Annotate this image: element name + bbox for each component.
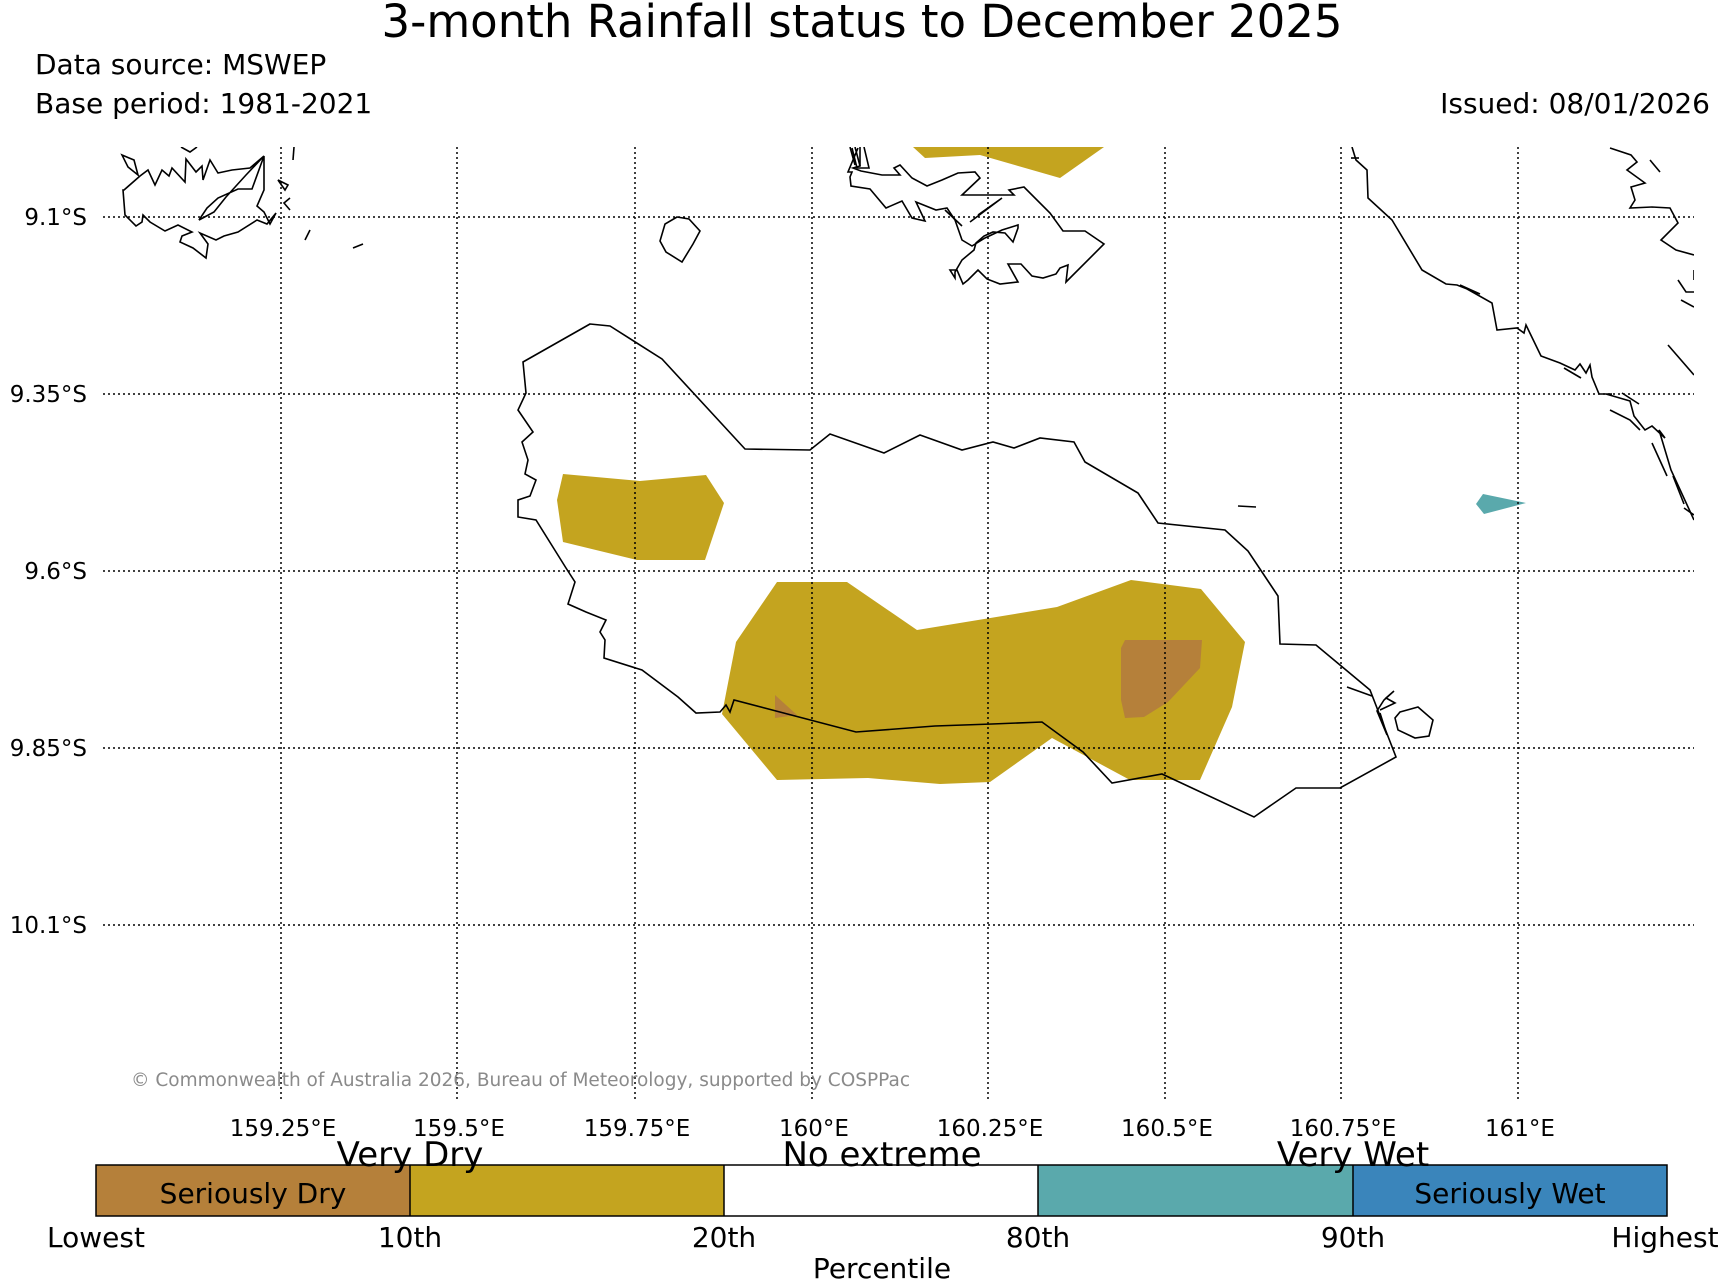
- legend-tick-90th: 90th: [1320, 1221, 1386, 1254]
- lon-label: 160.5°E: [1121, 1116, 1213, 1142]
- legend-axis-title: Percentile: [812, 1252, 952, 1285]
- data-source: Data source: MSWEP: [35, 48, 327, 81]
- page-title: 3-month Rainfall status to December 2025: [381, 0, 1343, 48]
- legend-swatch-very-dry: [410, 1165, 724, 1216]
- seriously-dry-region: [1121, 640, 1202, 718]
- legend-swatch-seriously-dry: [96, 1165, 410, 1216]
- legend-swatch-very-wet: [1038, 1165, 1353, 1216]
- lon-label: 159.75°E: [584, 1116, 691, 1142]
- lon-label: 160.25°E: [937, 1116, 1044, 1142]
- legend-swatch-no-extreme: [724, 1165, 1038, 1216]
- lon-label: 160.75°E: [1290, 1116, 1397, 1142]
- lon-label: 160°E: [779, 1116, 849, 1142]
- legend-swatch-seriously-wet: [1353, 1165, 1667, 1216]
- very-dry-region-main: [722, 580, 1245, 784]
- very-wet-spot: [1476, 494, 1526, 514]
- legend-colorbar: [95, 1164, 1668, 1217]
- base-period: Base period: 1981-2021: [35, 87, 373, 120]
- coastline-guadalcanal: [517, 323, 1397, 818]
- legend-tick-highest: Highest: [1611, 1221, 1719, 1254]
- latitude-labels: 9.1°S 9.35°S 9.6°S 9.85°S 10.1°S: [10, 205, 87, 939]
- gridlines: [103, 147, 1694, 1102]
- very-dry-region-west: [557, 474, 724, 560]
- lon-label: 161°E: [1485, 1116, 1555, 1142]
- coastlines: [120, 147, 1694, 818]
- very-dry-region-north: [913, 147, 1104, 178]
- legend-category-very-dry: Very Dry: [336, 1135, 484, 1175]
- legend-tick-20th: 20th: [691, 1221, 757, 1254]
- legend-tick-lowest: Lowest: [47, 1221, 145, 1254]
- copyright-notice: © Commonwealth of Australia 2026, Bureau…: [131, 1070, 911, 1091]
- rainfall-anomaly-layer: [557, 147, 1526, 784]
- legend-tick-80th: 80th: [1005, 1221, 1071, 1254]
- lon-label: 159.5°E: [413, 1116, 505, 1142]
- longitude-labels: 159.25°E 159.5°E 159.75°E 160°E 160.25°E…: [230, 1116, 1555, 1142]
- legend-category-very-wet: Very Wet: [1276, 1135, 1430, 1175]
- coastline-malaita: [1351, 147, 1694, 521]
- issued-date: Issued: 08/01/2026: [1440, 87, 1710, 120]
- lat-label: 9.1°S: [24, 205, 87, 231]
- legend-tick-10th: 10th: [377, 1221, 443, 1254]
- legend-label-seriously-wet: Seriously Wet: [1414, 1177, 1606, 1210]
- legend-category-no-extreme: No extreme: [782, 1135, 982, 1175]
- lon-label: 159.25°E: [230, 1116, 337, 1142]
- coastline-nggela: [846, 147, 1106, 286]
- lat-label: 9.35°S: [10, 382, 87, 408]
- lat-label: 9.85°S: [10, 736, 87, 762]
- lat-label: 9.6°S: [24, 559, 87, 585]
- legend-label-seriously-dry: Seriously Dry: [159, 1177, 347, 1210]
- lat-label: 10.1°S: [10, 913, 87, 939]
